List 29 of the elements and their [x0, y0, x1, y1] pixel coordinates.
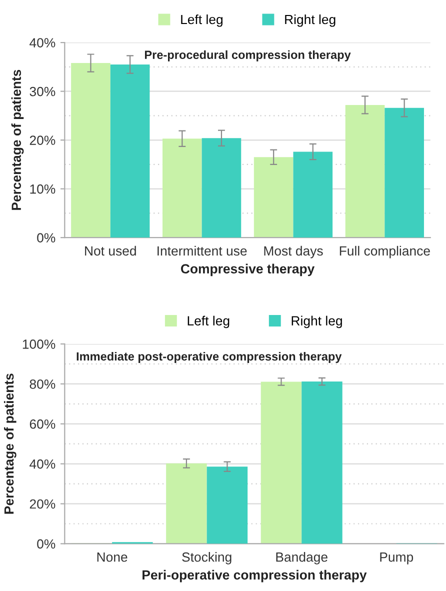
- y-tick-label: 40%: [30, 38, 56, 48]
- y-tick-label: 100%: [22, 340, 56, 349]
- x-tick-label: Not used: [85, 246, 136, 256]
- text: Immediate post-operative compression therapy: [76, 352, 342, 363]
- legend-label: Right leg: [292, 316, 342, 328]
- y-tick-label: 0%: [37, 233, 56, 242]
- y-axis-title: Percentage of patients: [4, 374, 16, 514]
- text: Pre-procedural compression therapy: [144, 50, 351, 62]
- x-tick-label: Most days: [264, 246, 323, 258]
- x-tick-label: Stocking: [182, 552, 232, 564]
- x-tick-label: None: [97, 552, 128, 562]
- x-tick-label: Pump: [380, 552, 414, 564]
- y-tick-label: 30%: [30, 86, 56, 96]
- x-tick-label: Full compliance: [340, 246, 430, 258]
- legend-label: Left leg: [188, 316, 230, 328]
- y-tick-label: 0%: [37, 539, 56, 549]
- y-tick-label: 10%: [30, 184, 56, 194]
- y-tick-label: 20%: [30, 499, 56, 509]
- x-axis-title: Compressive therapy: [180, 264, 315, 276]
- x-tick-label: Intermittent use: [158, 246, 247, 256]
- y-tick-label: 40%: [30, 459, 56, 469]
- y-tick-label: 80%: [30, 379, 56, 389]
- y-tick-label: 60%: [30, 419, 56, 429]
- y-axis-title: Percentage of patients: [11, 70, 24, 210]
- x-tick-label: Bandage: [276, 552, 328, 564]
- y-tick-label: 20%: [30, 136, 56, 145]
- legend-label: Right leg: [285, 14, 336, 27]
- legend-label: Left leg: [181, 14, 222, 27]
- x-axis-title: Peri-operative compression therapy: [142, 570, 367, 582]
